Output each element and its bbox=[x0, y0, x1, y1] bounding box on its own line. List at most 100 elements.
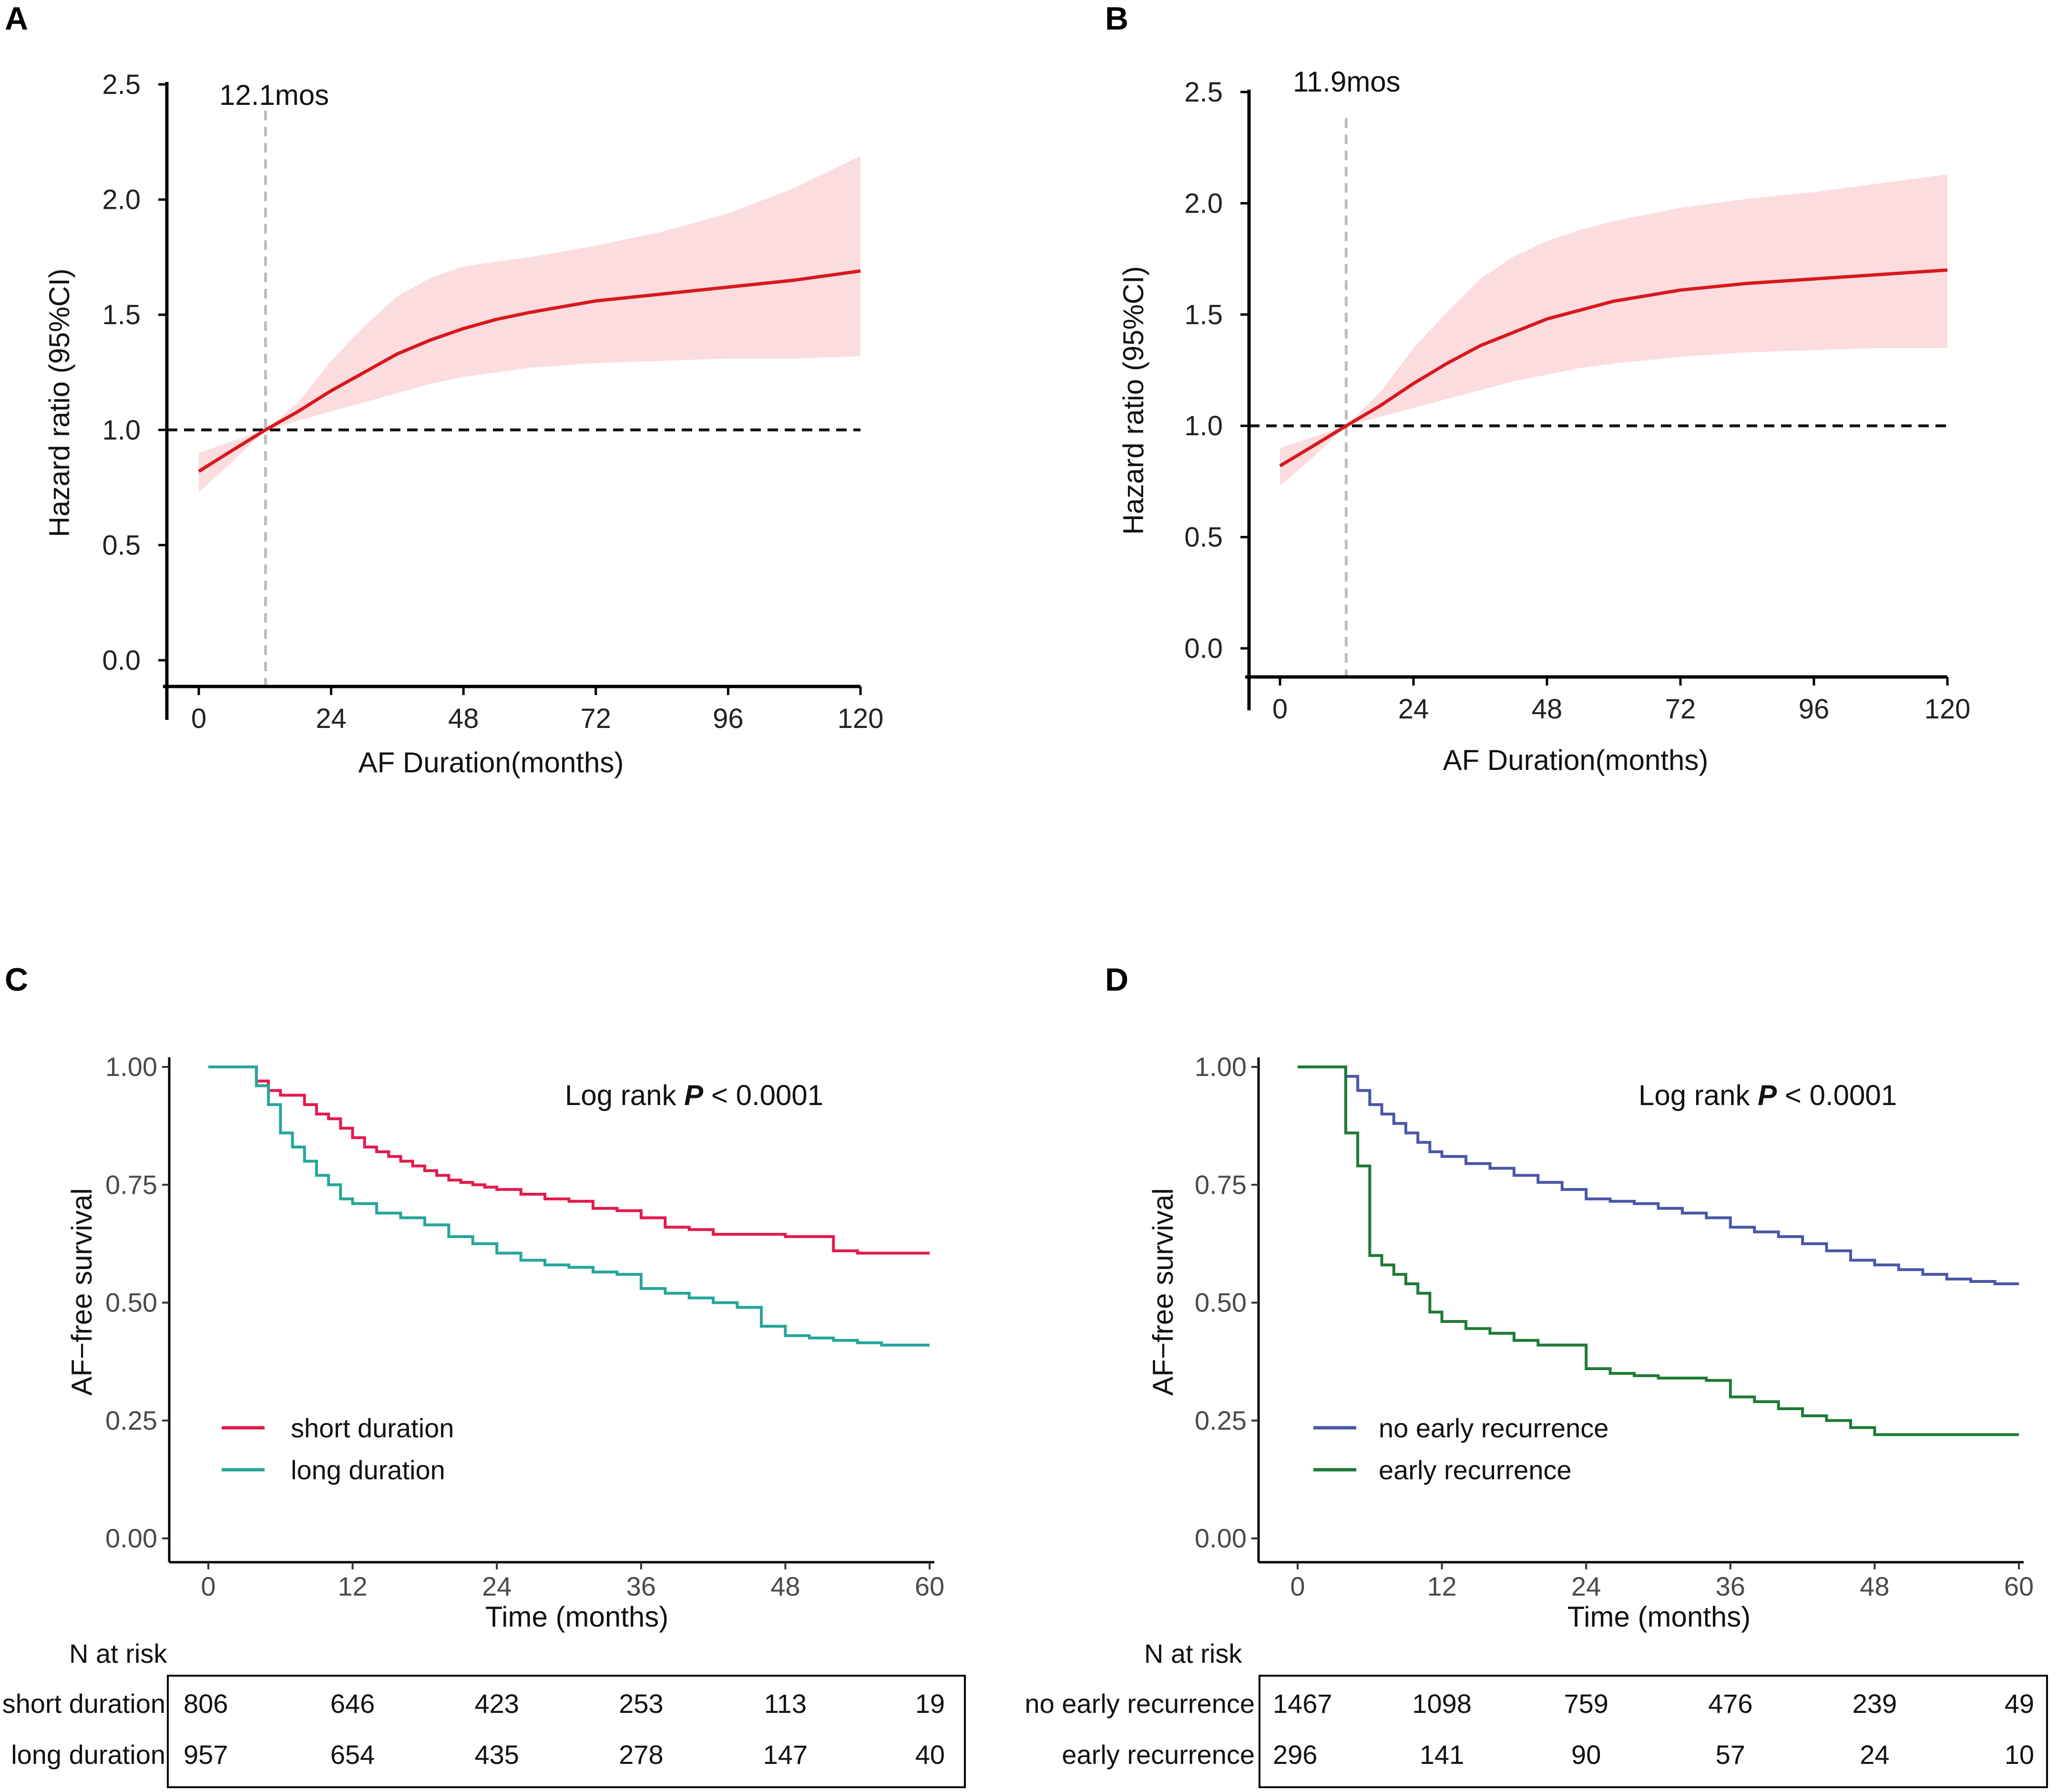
y-tick-label: 1.00 bbox=[105, 1052, 157, 1082]
tick-labels: 0.0 0.5 1.0 1.5 2.0 2.5 0 24 48 72 96 120 bbox=[102, 69, 883, 734]
risk-cell: 646 bbox=[330, 1689, 375, 1719]
confidence-band bbox=[199, 155, 860, 492]
risk-cell: 759 bbox=[1564, 1689, 1608, 1719]
logrank-annotation: Log rank P < 0.0001 bbox=[1638, 1079, 1897, 1111]
x-tick-label: 48 bbox=[770, 1571, 800, 1601]
y-tick-label: 0.25 bbox=[1195, 1405, 1247, 1435]
y-tick-label: 0.00 bbox=[1195, 1523, 1247, 1553]
risk-row-label-short-duration: short duration bbox=[2, 1689, 165, 1719]
x-tick-label: 96 bbox=[713, 703, 744, 734]
x-tick-label: 0 bbox=[1290, 1571, 1305, 1601]
x-tick-label: 12 bbox=[338, 1571, 367, 1601]
km-curve-no-early-recurrence bbox=[1298, 1065, 2019, 1285]
panel-label: B bbox=[1105, 0, 1128, 37]
survival-curves bbox=[208, 1065, 930, 1347]
tick-labels: 0.00 0.25 0.50 0.75 1.00 0 12 24 36 48 60 bbox=[105, 1052, 944, 1601]
x-axis-label: Time (months) bbox=[485, 1601, 669, 1633]
x-tick-label: 72 bbox=[1665, 694, 1696, 725]
tick-labels: 0.00 0.25 0.50 0.75 1.00 0 12 24 36 48 60 bbox=[1195, 1052, 2034, 1601]
risk-cell: 435 bbox=[474, 1740, 519, 1770]
reference-lines bbox=[167, 111, 860, 686]
panel-d: D 0.00 0.25 0.50 0.75 1.00 0 12 24 36 48 60 Log ra… bbox=[1025, 962, 2048, 1788]
logrank-annotation: Log rank P < 0.0001 bbox=[565, 1079, 823, 1111]
risk-cell: 296 bbox=[1273, 1740, 1317, 1770]
y-axis-label: Hazard ratio (95%CI) bbox=[1117, 266, 1149, 535]
x-tick-label: 0 bbox=[191, 703, 206, 734]
risk-row-label-long-duration: long duration bbox=[11, 1740, 165, 1770]
y-tick-label: 1.00 bbox=[1195, 1052, 1247, 1082]
x-axis-label: Time (months) bbox=[1567, 1601, 1751, 1633]
logrank-prefix: Log rank bbox=[1638, 1079, 1758, 1111]
legend-label-early-recurrence: early recurrence bbox=[1379, 1455, 1572, 1485]
y-tick-label: 1.5 bbox=[102, 299, 141, 330]
y-tick-label: 1.0 bbox=[102, 415, 141, 446]
x-tick-label: 48 bbox=[1532, 694, 1563, 725]
y-tick-label: 0.50 bbox=[105, 1288, 157, 1318]
survival-curves bbox=[1298, 1065, 2019, 1436]
logrank-prefix: Log rank bbox=[565, 1079, 684, 1111]
risk-cell: 57 bbox=[1716, 1740, 1745, 1770]
risk-cell: 476 bbox=[1708, 1689, 1752, 1719]
panel-label: C bbox=[5, 962, 28, 998]
risk-table-box bbox=[167, 1675, 966, 1788]
axes bbox=[162, 1057, 934, 1569]
risk-cell: 806 bbox=[184, 1689, 228, 1719]
y-tick-label: 0.00 bbox=[105, 1523, 157, 1553]
y-tick-label: 2.0 bbox=[1184, 188, 1223, 219]
risk-cell: 49 bbox=[2005, 1689, 2034, 1719]
risk-cell: 90 bbox=[1571, 1740, 1601, 1770]
axes bbox=[1240, 90, 1949, 710]
risk-table-title: N at risk bbox=[69, 1638, 167, 1669]
confidence-band-area bbox=[199, 155, 860, 492]
y-tick-label: 0.0 bbox=[102, 645, 141, 676]
panel-a: A 0.0 0.5 1.0 1.5 2.0 2.5 0 24 48 72 96 120 12.1mos… bbox=[5, 0, 883, 778]
series-lines bbox=[1279, 268, 1948, 468]
hazard-ratio-line bbox=[198, 269, 861, 473]
x-tick-label: 36 bbox=[1716, 1571, 1745, 1601]
risk-cell: 1467 bbox=[1273, 1689, 1332, 1719]
panel-label: A bbox=[5, 0, 28, 37]
hazard-ratio-line bbox=[1279, 268, 1948, 468]
risk-row-label-no-early-recurrence: no early recurrence bbox=[1025, 1689, 1255, 1719]
confidence-band-area bbox=[1280, 174, 1947, 486]
y-tick-label: 0.0 bbox=[1184, 633, 1223, 664]
risk-cell: 654 bbox=[330, 1740, 375, 1770]
x-axis-label: AF Duration(months) bbox=[358, 747, 624, 778]
risk-cell: 423 bbox=[474, 1689, 519, 1719]
risk-cell: 19 bbox=[915, 1689, 945, 1719]
legend: short duration long duration bbox=[222, 1413, 454, 1485]
x-tick-label: 120 bbox=[838, 703, 884, 734]
reference-lines bbox=[1249, 118, 1947, 677]
risk-cell: 40 bbox=[915, 1740, 945, 1770]
y-tick-label: 2.5 bbox=[102, 69, 141, 100]
x-tick-label: 24 bbox=[482, 1571, 512, 1601]
risk-cell: 10 bbox=[2005, 1740, 2034, 1770]
x-tick-label: 36 bbox=[626, 1571, 656, 1601]
risk-table: short duration 806 646 423 253 113 19 long dura… bbox=[2, 1689, 945, 1770]
x-tick-label: 24 bbox=[316, 703, 347, 734]
risk-cell: 113 bbox=[764, 1689, 807, 1719]
y-tick-label: 0.5 bbox=[102, 530, 141, 561]
x-tick-label: 0 bbox=[201, 1571, 215, 1601]
y-tick-label: 0.75 bbox=[1195, 1169, 1247, 1199]
risk-cell: 24 bbox=[1860, 1740, 1889, 1770]
risk-cell: 957 bbox=[184, 1740, 228, 1770]
y-tick-label: 0.75 bbox=[105, 1169, 157, 1199]
x-tick-label: 120 bbox=[1925, 694, 1971, 725]
risk-table-box bbox=[1259, 1675, 2048, 1788]
x-tick-label: 0 bbox=[1272, 694, 1288, 725]
x-tick-label: 48 bbox=[1860, 1571, 1889, 1601]
y-tick-label: 1.0 bbox=[1184, 410, 1223, 441]
x-tick-label: 72 bbox=[581, 703, 612, 734]
x-tick-label: 24 bbox=[1571, 1571, 1601, 1601]
risk-cell: 253 bbox=[619, 1689, 663, 1719]
km-curve-long-duration bbox=[208, 1065, 930, 1347]
series-lines bbox=[198, 269, 861, 473]
y-tick-label: 0.50 bbox=[1195, 1288, 1247, 1318]
x-tick-label: 24 bbox=[1398, 694, 1429, 725]
risk-row-label-early-recurrence: early recurrence bbox=[1062, 1740, 1255, 1770]
panel-c: C 0.00 0.25 0.50 0.75 1.00 0 12 24 36 48 60 Log ra… bbox=[2, 962, 966, 1788]
y-tick-label: 2.5 bbox=[1184, 77, 1223, 108]
x-axis-label: AF Duration(months) bbox=[1443, 744, 1709, 776]
y-axis-label: AF−free survival bbox=[66, 1188, 98, 1395]
